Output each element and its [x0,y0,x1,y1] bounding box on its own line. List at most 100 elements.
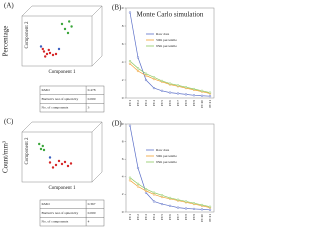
y-tick-label: 8 [122,24,124,28]
marker [176,206,180,209]
x-tick-label: PC10 [200,100,204,108]
table-cell: 0.000 [88,97,96,101]
point [48,156,52,159]
y-tick-label: 0 [122,210,124,214]
x-tick-label: PC11 [208,214,212,222]
point [42,148,46,152]
panel-label: (C) [4,118,14,126]
plot-box [125,123,215,213]
marker [128,11,132,14]
marker [128,176,132,179]
y-tick-label: 0 [122,96,124,100]
marker [136,69,140,73]
legend-label: Raw data [156,148,170,152]
x-tick-label: PC9 [192,100,196,106]
x-tick-label: PC6 [168,214,172,220]
marker [184,200,188,203]
marker [200,208,204,211]
marker [192,207,196,211]
point [41,144,44,148]
x-tick-label: PC7 [176,214,180,220]
point [68,20,71,23]
z-axis-label: Component 2 [25,21,30,49]
marker [208,91,212,94]
point [69,162,73,165]
marker [192,94,196,97]
point [47,48,50,52]
point [60,162,64,166]
table-cell: 4 [88,219,90,223]
point [51,166,55,169]
x-axis-label: Component 1 [48,70,76,75]
marker [128,124,132,127]
marker [184,86,188,89]
plot-box [21,15,93,67]
panel-label: (B) [112,4,122,12]
marker [168,91,172,94]
x-tick-label: PC11 [208,100,212,108]
plot-box-depth [21,5,103,67]
y-tick-label: 4 [122,175,124,179]
marker [208,95,212,98]
table-cell: Bartlett's test of sphericity [42,211,79,215]
page: (A) Percentage Component 2 Component 1 KMO 0.… [1,1,215,227]
y-axis-label: Percentage [2,26,10,57]
panel-label: (A) [4,2,14,10]
plot-box [21,131,93,183]
x-tick-label: PC2 [136,100,140,106]
legend-label: 50th percentile [156,38,177,42]
marker [144,78,148,82]
table-cell: 0.000 [88,211,96,215]
x-tick-label: PC4 [152,100,156,106]
marker [128,179,132,182]
point [51,53,55,57]
x-tick-label: PC7 [176,100,180,106]
point [63,27,67,31]
x-tick-label: PC9 [192,214,196,220]
point [54,52,58,56]
marker [160,194,164,197]
point [60,22,64,26]
marker [136,182,140,185]
marker [192,87,196,91]
x-tick-label: PC8 [184,214,188,220]
marker [128,59,132,63]
point [42,50,46,53]
point [39,147,43,151]
point [48,51,52,55]
marker [152,86,156,90]
point [41,47,44,51]
table-cell: KMO [42,88,51,92]
marker [184,207,188,210]
x-tick-label: PC1 [128,214,132,220]
x-tick-label: PC10 [200,214,204,222]
point [44,55,47,58]
point [70,25,73,28]
marker [208,205,212,208]
marker [136,67,140,70]
marker [200,94,204,97]
y-tick-label: 2 [122,192,124,196]
marker [144,74,148,77]
marker [136,185,140,188]
marker [136,56,140,59]
marker [168,82,172,85]
marker [184,93,188,96]
x-tick-label: PC2 [136,214,140,220]
y-tick-label: 10 [120,122,124,126]
point [66,164,70,168]
marker [176,92,180,95]
marker [200,89,204,92]
figure: (A) Percentage Component 2 Component 1 KMO 0.… [2,2,215,227]
table-cell: No. of components [42,105,69,109]
point [38,142,41,146]
marker [168,196,172,200]
line [129,177,211,208]
table-cell: 0.367 [88,202,96,206]
y-tick-label: 6 [122,42,124,46]
marker [152,191,156,194]
table-cell: 3 [88,105,90,109]
x-axis-label: Component 1 [48,186,76,191]
marker [160,202,164,206]
point [45,52,49,56]
